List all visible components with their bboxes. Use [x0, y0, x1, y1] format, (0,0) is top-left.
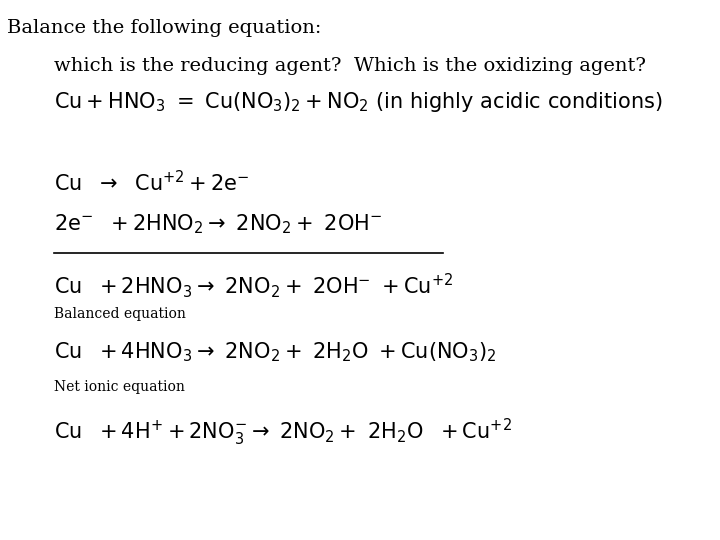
Text: Net ionic equation: Net ionic equation [54, 380, 185, 394]
Text: which is the reducing agent?  Which is the oxidizing agent?: which is the reducing agent? Which is th… [54, 57, 646, 75]
Text: $\mathregular{Cu\ \ +4HNO_3\rightarrow\ 2NO_2+\ 2H_2O\ +Cu(NO_3)_2}$: $\mathregular{Cu\ \ +4HNO_3\rightarrow\ … [54, 340, 497, 364]
Text: $\mathregular{Cu + HNO_3\ =\ Cu(NO_3)_2 + NO_2\ (in\ highly\ acidic\ conditions): $\mathregular{Cu + HNO_3\ =\ Cu(NO_3)_2 … [54, 90, 663, 114]
Text: $\mathregular{Cu\ \ \rightarrow\ \ Cu^{+2}+2e^{-}}$: $\mathregular{Cu\ \ \rightarrow\ \ Cu^{+… [54, 170, 249, 195]
Text: $\mathregular{2e^{-}\ \ +2HNO_2\rightarrow\ 2NO_2+\ 2OH^{-}}$: $\mathregular{2e^{-}\ \ +2HNO_2\rightarr… [54, 212, 382, 236]
Text: $\mathregular{Cu\ \ +2HNO_3\rightarrow\ 2NO_2+\ 2OH^{-}\ +Cu^{+2}}$: $\mathregular{Cu\ \ +2HNO_3\rightarrow\ … [54, 272, 454, 300]
Text: Balanced equation: Balanced equation [54, 307, 186, 321]
Text: $\mathregular{Cu\ \ +4H^{+}+2NO_3^{-}\rightarrow\ 2NO_2+\ 2H_2O\ \ +Cu^{+2}}$: $\mathregular{Cu\ \ +4H^{+}+2NO_3^{-}\ri… [54, 417, 512, 448]
Text: Balance the following equation:: Balance the following equation: [7, 19, 322, 37]
